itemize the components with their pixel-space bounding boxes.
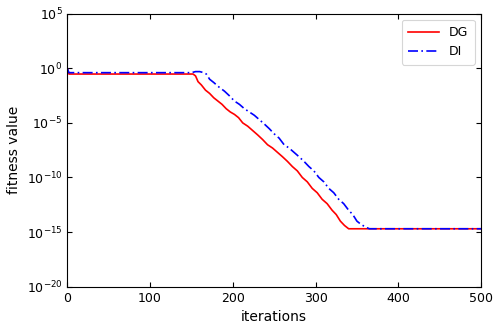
DG [309,186,315,190]
DG [478,227,484,231]
DG [232,113,237,117]
DG [147,72,153,76]
Legend: DG, DI: DG, DI [402,20,475,65]
Line: DG: DG [68,68,481,229]
DG [319,197,325,201]
DG [219,102,225,106]
DG [206,91,212,95]
DG [244,124,250,128]
DG [333,213,339,216]
DG [264,143,270,147]
DG [223,107,229,111]
X-axis label: iterations: iterations [241,310,307,324]
DI [366,227,372,231]
DG [284,159,290,163]
DG [198,83,204,87]
DI [478,227,484,231]
DG [270,146,276,150]
DG [130,72,136,76]
DG [346,227,352,231]
DG [260,138,266,142]
DG [72,72,78,76]
DG [106,72,112,76]
DG [66,72,72,76]
DG [304,180,310,184]
DG [188,72,194,76]
DI [316,175,322,179]
Y-axis label: fitness value: fitness value [7,106,21,194]
DG [250,128,256,132]
DG [300,175,306,179]
DG [215,99,221,103]
DG [314,191,320,195]
DG [211,96,217,100]
DI [64,66,70,70]
DG [195,80,201,84]
DG [329,208,335,212]
DG [190,72,196,76]
DG [192,74,198,78]
DG [280,155,285,159]
DG [290,165,296,168]
DG [254,133,260,137]
DI [301,159,307,163]
DG [81,72,87,76]
DG [172,72,178,76]
DG [274,150,280,154]
DG [236,116,242,120]
DG [240,121,246,125]
DG [338,219,344,223]
DI [211,80,217,84]
DG [202,88,208,92]
DG [228,110,234,114]
DG [324,202,330,206]
DG [68,72,74,76]
Line: DI: DI [68,68,481,229]
DG [64,66,70,70]
DG [294,169,300,173]
DI [216,85,222,89]
DI [196,70,202,73]
DI [372,227,378,231]
DG [342,223,347,227]
DG [346,227,352,231]
